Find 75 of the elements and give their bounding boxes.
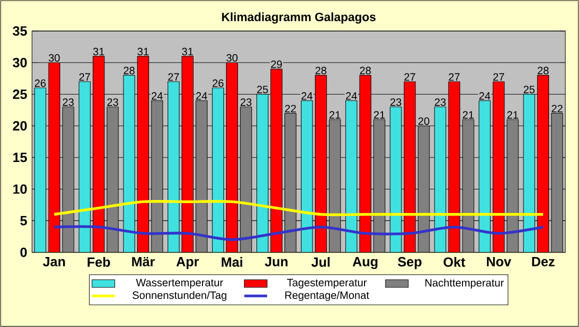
x-tick-label: Apr: [176, 257, 199, 269]
data-label: 25: [257, 86, 268, 94]
chart-title: Klimadiagramm Galapagos: [222, 12, 376, 24]
data-label: 23: [240, 98, 252, 106]
x-tick-label: Dez: [532, 257, 554, 266]
bar: [182, 56, 194, 252]
bar: [551, 112, 564, 252]
data-label: 30: [226, 54, 238, 62]
y-tick-label: 5: [20, 216, 27, 226]
data-label: 21: [330, 111, 340, 119]
x-tick-label: Jun: [264, 257, 288, 266]
data-label: 24: [302, 92, 313, 100]
data-label: 24: [196, 92, 208, 100]
data-label: 26: [212, 79, 224, 87]
bar: [240, 106, 252, 252]
data-label: 21: [507, 111, 518, 119]
data-label: 26: [34, 79, 46, 87]
legend-label: Nachttemperatur: [425, 278, 504, 289]
data-label: 24: [152, 92, 163, 100]
x-tick-label: Aug: [352, 257, 378, 270]
data-label: 23: [434, 98, 446, 106]
data-label: 23: [107, 98, 118, 106]
data-label: 22: [285, 104, 296, 112]
legend-label: Sonnenstunden/Tag: [132, 291, 226, 302]
y-tick-label: 30: [12, 58, 27, 68]
data-label: 24: [346, 92, 357, 100]
data-label: 28: [124, 66, 135, 74]
data-label: 27: [493, 73, 504, 81]
legend-label: Tagestemperatur: [287, 278, 367, 288]
y-tick-label: 25: [12, 90, 27, 99]
y-tick-label: 15: [13, 152, 27, 162]
y-tick-label: 10: [13, 184, 27, 194]
bar: [270, 68, 282, 252]
data-label: 20: [418, 117, 430, 125]
data-label: 21: [462, 111, 474, 119]
bar: [492, 81, 505, 252]
bar: [537, 74, 550, 252]
data-label: 28: [316, 66, 326, 74]
y-tick-label: 35: [12, 26, 27, 36]
data-label: 28: [360, 66, 371, 74]
x-tick-label: Sep: [398, 257, 422, 270]
x-tick-label: Feb: [88, 257, 110, 267]
data-label: 28: [538, 66, 549, 74]
bar: [284, 112, 296, 252]
bar: [196, 100, 208, 252]
x-tick-label: Nov: [486, 257, 512, 266]
x-tick-label: Jan: [42, 257, 65, 266]
legend-label: Regentage/Monat: [285, 291, 370, 302]
bar: [92, 56, 105, 252]
data-label: 31: [93, 48, 104, 56]
data-label: 24: [479, 92, 490, 100]
x-tick-label: Mai: [222, 257, 242, 267]
data-label: 27: [79, 73, 90, 81]
data-label: 22: [552, 104, 562, 112]
data-label: 27: [448, 73, 460, 81]
bar: [137, 56, 150, 252]
bar: [48, 62, 60, 252]
x-tick-label: Mär: [132, 257, 155, 266]
data-label: 31: [138, 48, 149, 56]
data-label: 30: [48, 54, 60, 62]
data-label: 21: [374, 111, 385, 119]
bar: [359, 74, 372, 252]
x-tick-label: Jul: [311, 257, 330, 267]
data-label: 23: [390, 98, 402, 106]
data-label: 27: [404, 73, 416, 81]
data-label: 27: [168, 73, 179, 81]
data-label: 31: [182, 48, 193, 56]
bar: [226, 62, 238, 252]
x-tick-label: Okt: [444, 257, 466, 267]
legend-label: Wassertemperatur: [136, 278, 224, 288]
data-label: 29: [271, 60, 282, 68]
y-tick-label: 0: [20, 248, 27, 258]
y-tick-label: 20: [12, 121, 27, 131]
data-label: 23: [62, 98, 74, 106]
data-label: 25: [524, 86, 535, 94]
